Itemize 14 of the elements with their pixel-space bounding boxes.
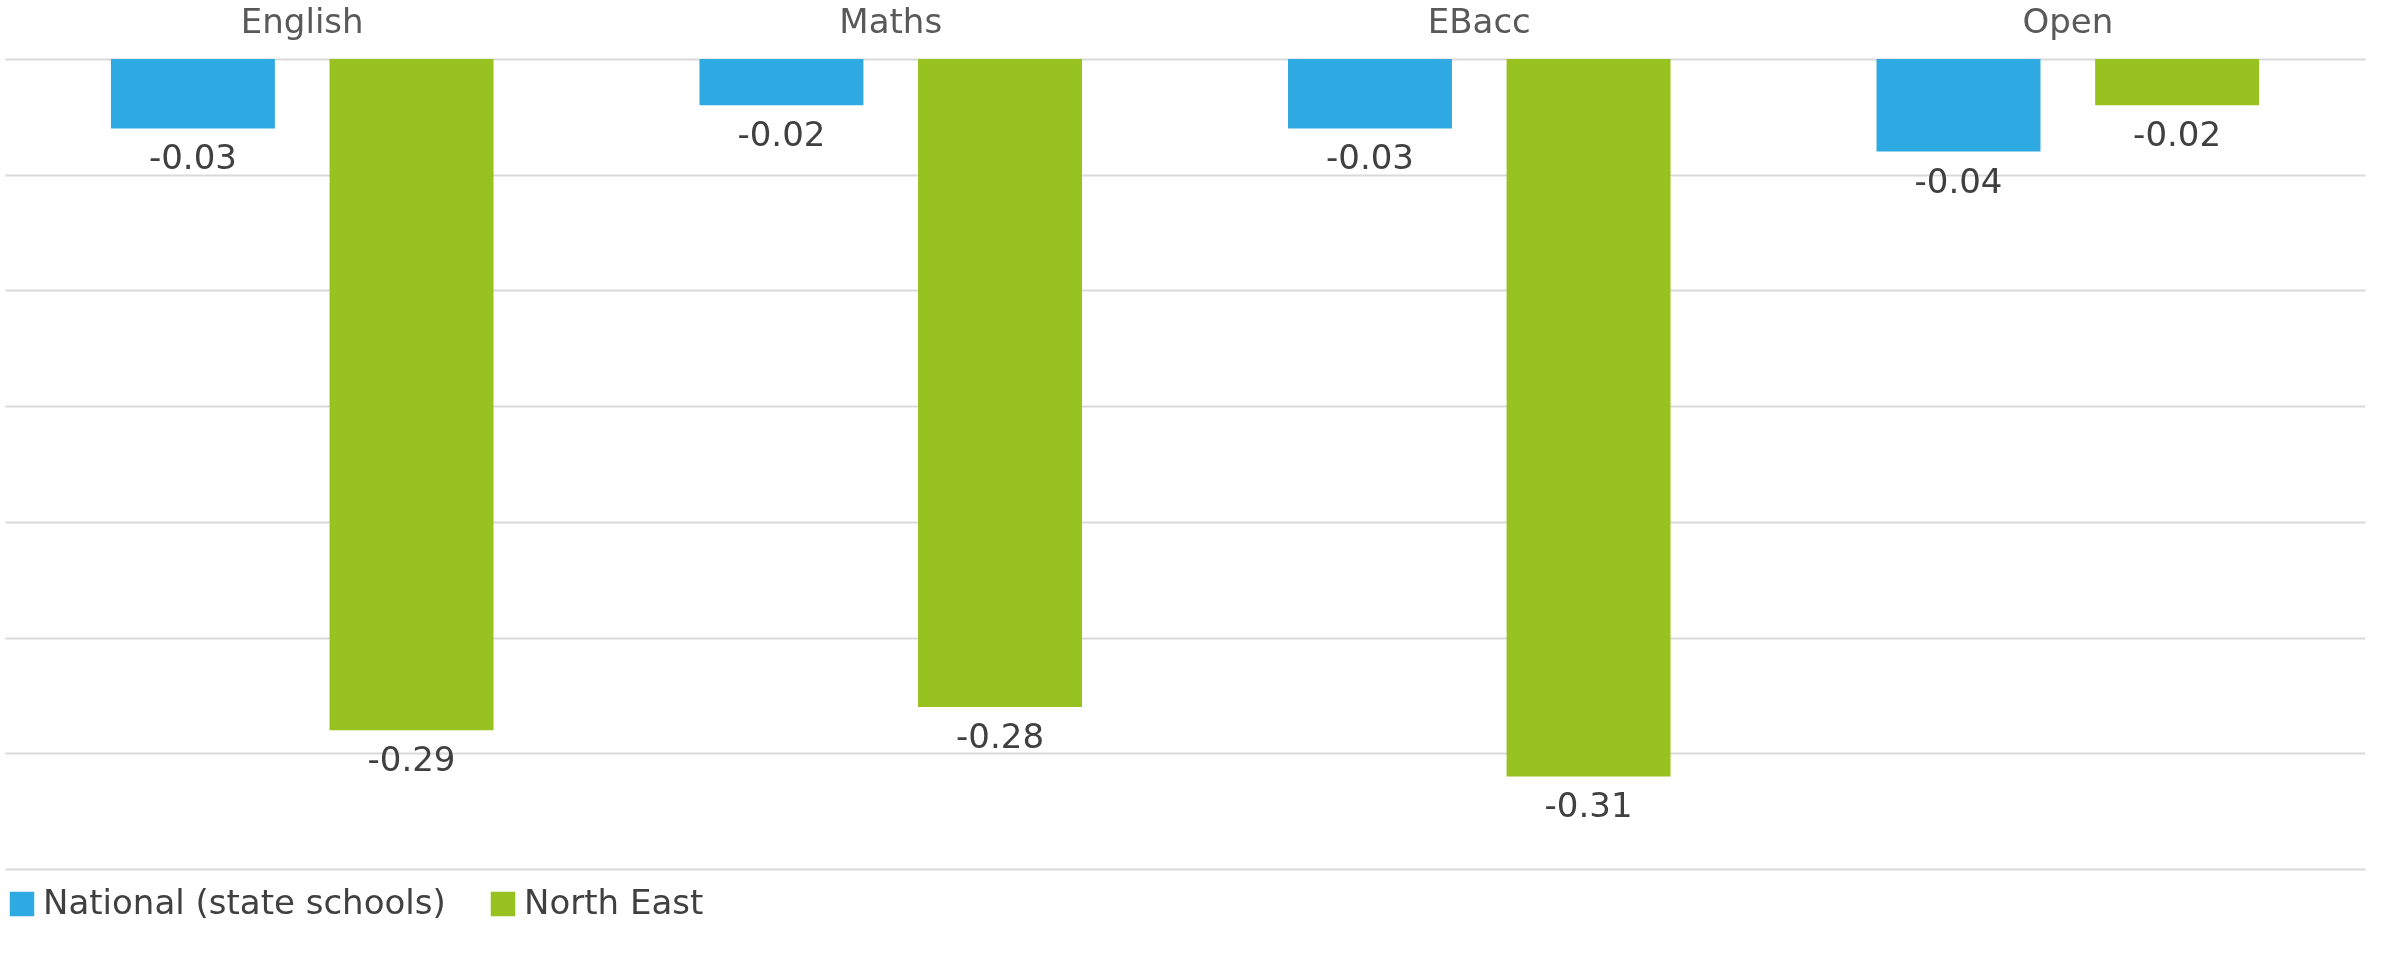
data-label: -0.28 <box>956 716 1045 756</box>
data-label: -0.29 <box>367 739 456 780</box>
data-label: -0.03 <box>1325 137 1414 178</box>
x-tick-label: Maths <box>839 0 943 41</box>
x-tick-label: Open <box>2022 0 2114 41</box>
data-label: -0.02 <box>2133 114 2222 155</box>
x-tick-label: English <box>240 0 364 41</box>
data-label: -0.03 <box>148 137 237 178</box>
data-label: -0.31 <box>1544 785 1633 826</box>
data-label: -0.02 <box>737 114 826 155</box>
data-label: -0.04 <box>1914 160 2003 201</box>
legend-label: North East <box>524 882 704 922</box>
x-tick-label: EBacc <box>1427 0 1531 41</box>
legend-label: National (state schools) <box>43 882 446 922</box>
